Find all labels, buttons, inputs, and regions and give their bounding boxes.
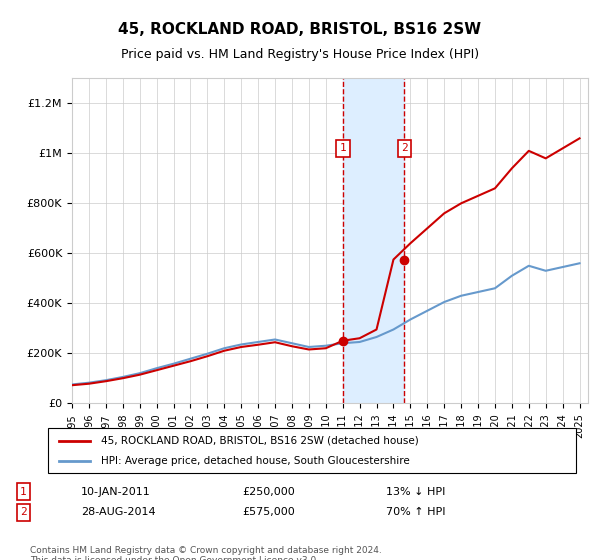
Text: 10-JAN-2011: 10-JAN-2011 bbox=[81, 487, 151, 497]
Bar bbox=[343, 78, 404, 403]
Text: 2: 2 bbox=[20, 507, 27, 517]
Text: 70% ↑ HPI: 70% ↑ HPI bbox=[386, 507, 446, 517]
Text: £250,000: £250,000 bbox=[242, 487, 295, 497]
Text: £575,000: £575,000 bbox=[242, 507, 295, 517]
Text: HPI: Average price, detached house, South Gloucestershire: HPI: Average price, detached house, Sout… bbox=[101, 456, 410, 466]
Text: 45, ROCKLAND ROAD, BRISTOL, BS16 2SW: 45, ROCKLAND ROAD, BRISTOL, BS16 2SW bbox=[118, 22, 482, 38]
Text: Price paid vs. HM Land Registry's House Price Index (HPI): Price paid vs. HM Land Registry's House … bbox=[121, 48, 479, 60]
Text: 1: 1 bbox=[340, 143, 347, 153]
Text: 1: 1 bbox=[20, 487, 27, 497]
Text: 2: 2 bbox=[401, 143, 408, 153]
Text: 28-AUG-2014: 28-AUG-2014 bbox=[81, 507, 156, 517]
Text: 13% ↓ HPI: 13% ↓ HPI bbox=[386, 487, 446, 497]
Text: 45, ROCKLAND ROAD, BRISTOL, BS16 2SW (detached house): 45, ROCKLAND ROAD, BRISTOL, BS16 2SW (de… bbox=[101, 436, 419, 446]
Text: Contains HM Land Registry data © Crown copyright and database right 2024.
This d: Contains HM Land Registry data © Crown c… bbox=[30, 546, 382, 560]
FancyBboxPatch shape bbox=[48, 428, 576, 473]
